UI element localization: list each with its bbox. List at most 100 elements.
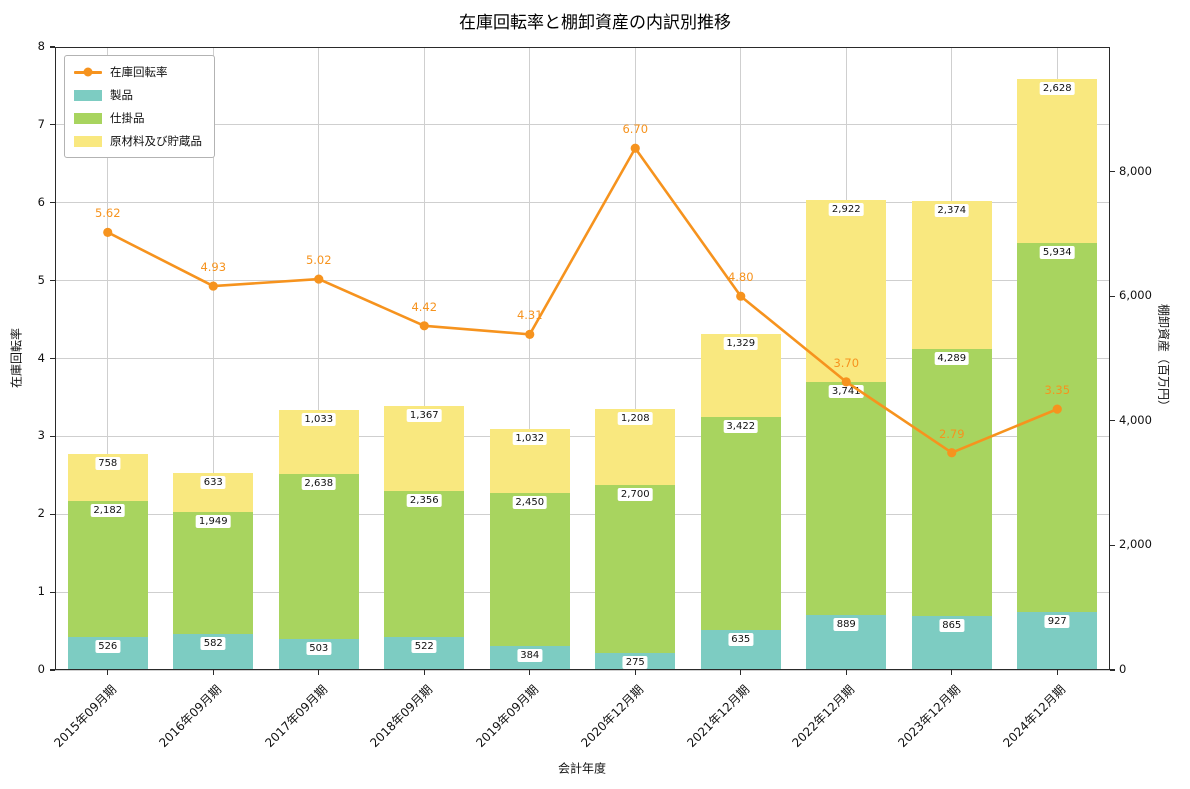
bar-value-label: 4,289 xyxy=(934,352,970,365)
bar-segment xyxy=(173,512,254,634)
x-tick xyxy=(1056,670,1058,675)
bar-value-label: 1,949 xyxy=(195,515,231,528)
bar-segment xyxy=(1017,79,1098,243)
bar-value-label: 1,367 xyxy=(406,409,442,422)
bar-value-label: 275 xyxy=(622,656,648,669)
x-tick-label: 2020年12月期 xyxy=(578,682,647,751)
bar-segment xyxy=(806,200,887,382)
bar-value-label: 635 xyxy=(728,633,754,646)
y-left-tick xyxy=(50,435,55,437)
legend-item-wip: 仕掛品 xyxy=(74,110,202,126)
y-left-tick xyxy=(50,46,55,48)
y-right-tick xyxy=(1110,295,1115,297)
x-tick xyxy=(529,670,531,675)
legend-swatch-raw-materials xyxy=(74,135,102,147)
x-tick xyxy=(212,670,214,675)
bar-value-label: 1,032 xyxy=(512,432,548,445)
bar-value-label: 3,422 xyxy=(723,420,759,433)
x-tick-label: 2016年09月期 xyxy=(156,682,225,751)
y-left-tick-label: 1 xyxy=(37,584,45,599)
y-right-tick xyxy=(1110,669,1115,671)
turnover-value-label: 4.80 xyxy=(727,270,754,285)
right-axis-title: 棚卸資産（百万円） xyxy=(1156,303,1171,413)
y-right-tick xyxy=(1110,420,1115,422)
x-tick-label: 2018年09月期 xyxy=(367,682,436,751)
bar-value-label: 1,329 xyxy=(723,337,759,350)
y-left-tick-label: 2 xyxy=(37,506,45,521)
legend-swatch-wip xyxy=(74,112,102,124)
bar-value-label: 2,922 xyxy=(828,203,864,216)
legend: 在庫回転率 製品 仕掛品 原材料及び貯蔵品 xyxy=(64,55,215,158)
y-left-tick xyxy=(50,357,55,360)
bar-value-label: 582 xyxy=(200,637,226,650)
bar-value-label: 503 xyxy=(306,642,332,655)
x-tick-label: 2024年12月期 xyxy=(1000,682,1069,751)
turnover-value-label: 2.79 xyxy=(938,426,965,441)
y-left-tick xyxy=(50,513,55,515)
y-left-tick-label: 3 xyxy=(37,428,45,443)
bar-segment xyxy=(806,382,887,615)
bar-value-label: 384 xyxy=(517,649,543,662)
y-left-tick xyxy=(50,124,55,126)
x-tick xyxy=(423,670,425,675)
bar-value-label: 526 xyxy=(95,640,121,653)
x-tick xyxy=(740,670,742,675)
legend-item-turnover: 在庫回転率 xyxy=(74,64,202,80)
x-tick xyxy=(107,670,109,675)
y-left-tick xyxy=(50,669,55,671)
y-left-tick-label: 0 xyxy=(37,662,45,676)
y-right-tick-label: 8,000 xyxy=(1119,163,1152,178)
bar-value-label: 2,700 xyxy=(617,488,653,501)
legend-dot-icon xyxy=(83,67,93,77)
chart-title: 在庫回転率と棚卸資産の内訳別推移 xyxy=(459,13,731,33)
y-right-tick-label: 4,000 xyxy=(1119,412,1152,427)
y-right-tick-label: 2,000 xyxy=(1119,537,1152,552)
y-left-tick-label: 8 xyxy=(37,39,45,53)
turnover-value-label: 3.70 xyxy=(833,355,860,370)
legend-line-marker-icon xyxy=(74,67,102,77)
legend-item-raw-materials: 原材料及び貯蔵品 xyxy=(74,133,202,149)
y-left-tick-label: 7 xyxy=(37,116,45,131)
h-gridline xyxy=(55,669,1110,671)
y-left-tick-label: 4 xyxy=(37,350,45,365)
turnover-value-label: 4.42 xyxy=(411,299,438,314)
y-right-tick xyxy=(1110,171,1115,173)
y-left-tick xyxy=(50,280,55,282)
x-tick-label: 2015年09月期 xyxy=(51,682,120,751)
x-tick xyxy=(634,670,636,675)
x-tick xyxy=(318,670,320,675)
bar-value-label: 1,033 xyxy=(301,413,337,426)
legend-label-products: 製品 xyxy=(110,88,133,102)
x-axis-title: 会計年度 xyxy=(557,761,607,776)
bar-value-label: 2,628 xyxy=(1039,82,1075,95)
legend-swatch-products xyxy=(74,89,102,101)
h-gridline xyxy=(55,513,1110,515)
turnover-value-label: 3.35 xyxy=(1044,383,1071,398)
bar-segment xyxy=(384,491,465,637)
turnover-value-label: 6.70 xyxy=(622,122,649,137)
y-right-tick-label: 0 xyxy=(1119,662,1127,676)
bar-value-label: 3,741 xyxy=(828,385,864,398)
bar-segment xyxy=(1017,243,1098,612)
x-tick-label: 2021年12月期 xyxy=(684,682,753,751)
bar-value-label: 2,374 xyxy=(934,204,970,217)
x-tick-label: 2017年09月期 xyxy=(262,682,331,751)
turnover-value-label: 4.31 xyxy=(516,308,543,323)
bar-segment xyxy=(700,417,781,630)
bar-segment xyxy=(489,493,570,646)
bar-value-label: 1,208 xyxy=(617,412,653,425)
bar-value-label: 927 xyxy=(1044,615,1070,628)
legend-label-turnover: 在庫回転率 xyxy=(110,65,168,79)
x-tick-label: 2019年09月期 xyxy=(473,682,542,751)
bar-value-label: 2,356 xyxy=(406,494,442,507)
bar-value-label: 2,182 xyxy=(90,504,126,517)
x-tick xyxy=(951,670,953,675)
bar-value-label: 633 xyxy=(200,476,226,489)
h-gridline xyxy=(55,124,1110,126)
x-tick xyxy=(845,670,847,675)
bar-value-label: 2,638 xyxy=(301,477,337,490)
y-left-tick-label: 5 xyxy=(37,272,45,287)
bar-segment xyxy=(911,349,992,616)
bar-value-label: 2,450 xyxy=(512,496,548,509)
